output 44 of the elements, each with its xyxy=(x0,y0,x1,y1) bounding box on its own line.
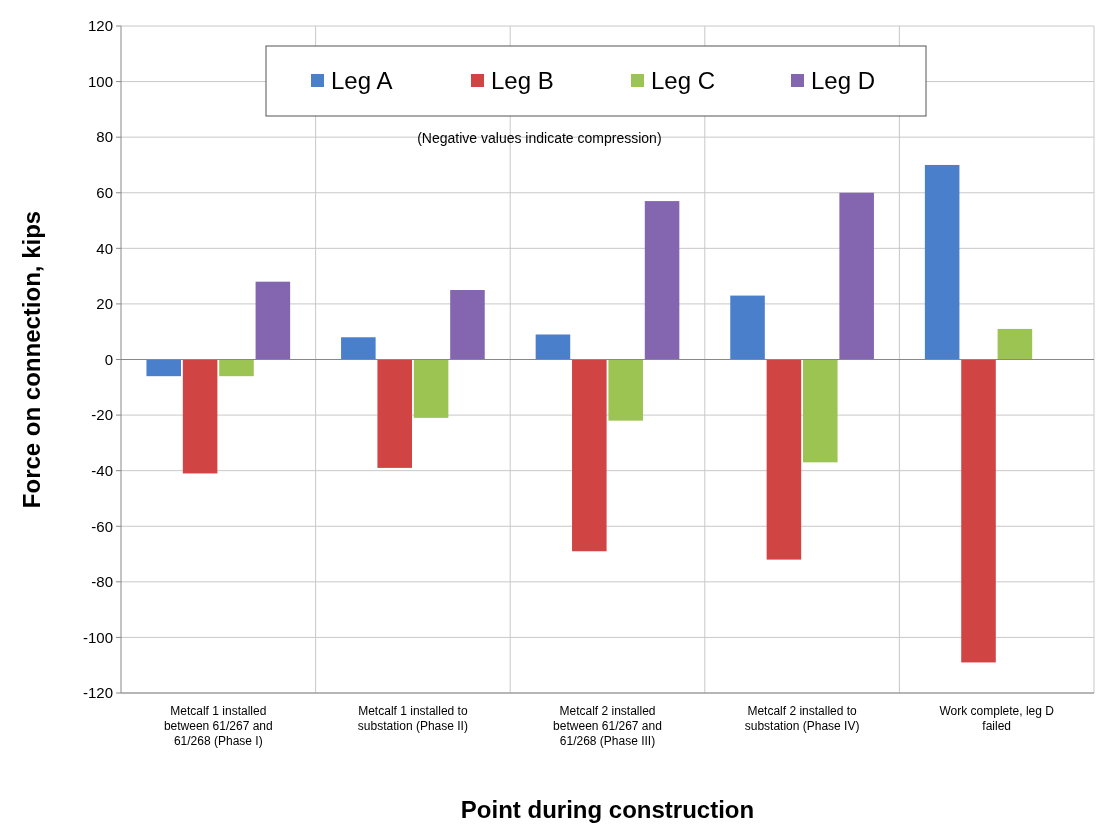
bar xyxy=(413,359,449,418)
x-tick-label: Metcalf 2 installed to substation (Phase IV) xyxy=(744,704,860,733)
x-axis-title: Point during construction xyxy=(460,796,755,823)
x-tick-label: Work complete, leg D failed xyxy=(939,704,1055,733)
x-tick-label: Metcalf 1 installed between 61/267 and 61/268 (Phase I) xyxy=(163,704,273,748)
y-tick-label: 0 xyxy=(104,350,113,368)
bar xyxy=(219,359,254,377)
legend-label: Leg C xyxy=(651,67,716,95)
y-axis-title: Force on connection, kips xyxy=(18,210,45,509)
y-tick-label: -20 xyxy=(91,406,113,424)
bar xyxy=(961,359,996,663)
y-tick-label: 20 xyxy=(96,295,113,313)
bar xyxy=(255,281,291,360)
bar xyxy=(608,359,643,421)
bar xyxy=(766,359,802,560)
y-tick-label: -40 xyxy=(91,461,113,479)
legend-label: Leg D xyxy=(811,67,876,95)
x-tick-label: Metcalf 1 installed to substation (Phase II) xyxy=(357,704,468,733)
legend-label: Leg B xyxy=(491,67,554,95)
y-tick-label: -60 xyxy=(91,517,113,535)
y-tick-label: 60 xyxy=(96,184,113,201)
bar xyxy=(341,337,376,360)
bar xyxy=(450,290,485,360)
y-tick-label: 80 xyxy=(96,128,113,146)
bar xyxy=(803,359,838,463)
bar xyxy=(839,192,874,360)
bar xyxy=(377,359,412,468)
legend-label: Leg A xyxy=(331,67,393,95)
bar xyxy=(924,164,960,360)
y-tick-label: 120 xyxy=(87,17,113,35)
y-tick-label: 100 xyxy=(87,72,113,90)
y-tick-label: 40 xyxy=(96,239,113,257)
y-tick-label: -120 xyxy=(82,684,113,702)
bar xyxy=(182,359,218,474)
annotation: (Negative values indicate compression) xyxy=(417,130,662,147)
bar xyxy=(997,328,1033,360)
bar xyxy=(535,334,571,360)
bar xyxy=(644,201,680,360)
bar xyxy=(730,295,765,360)
bar xyxy=(146,359,182,377)
bar xyxy=(572,359,607,552)
x-tick-label: Metcalf 2 installed between 61/267 and 61/268 (Phase III) xyxy=(553,704,662,748)
y-tick-label: -80 xyxy=(91,573,113,591)
y-tick-label: -100 xyxy=(82,628,113,646)
